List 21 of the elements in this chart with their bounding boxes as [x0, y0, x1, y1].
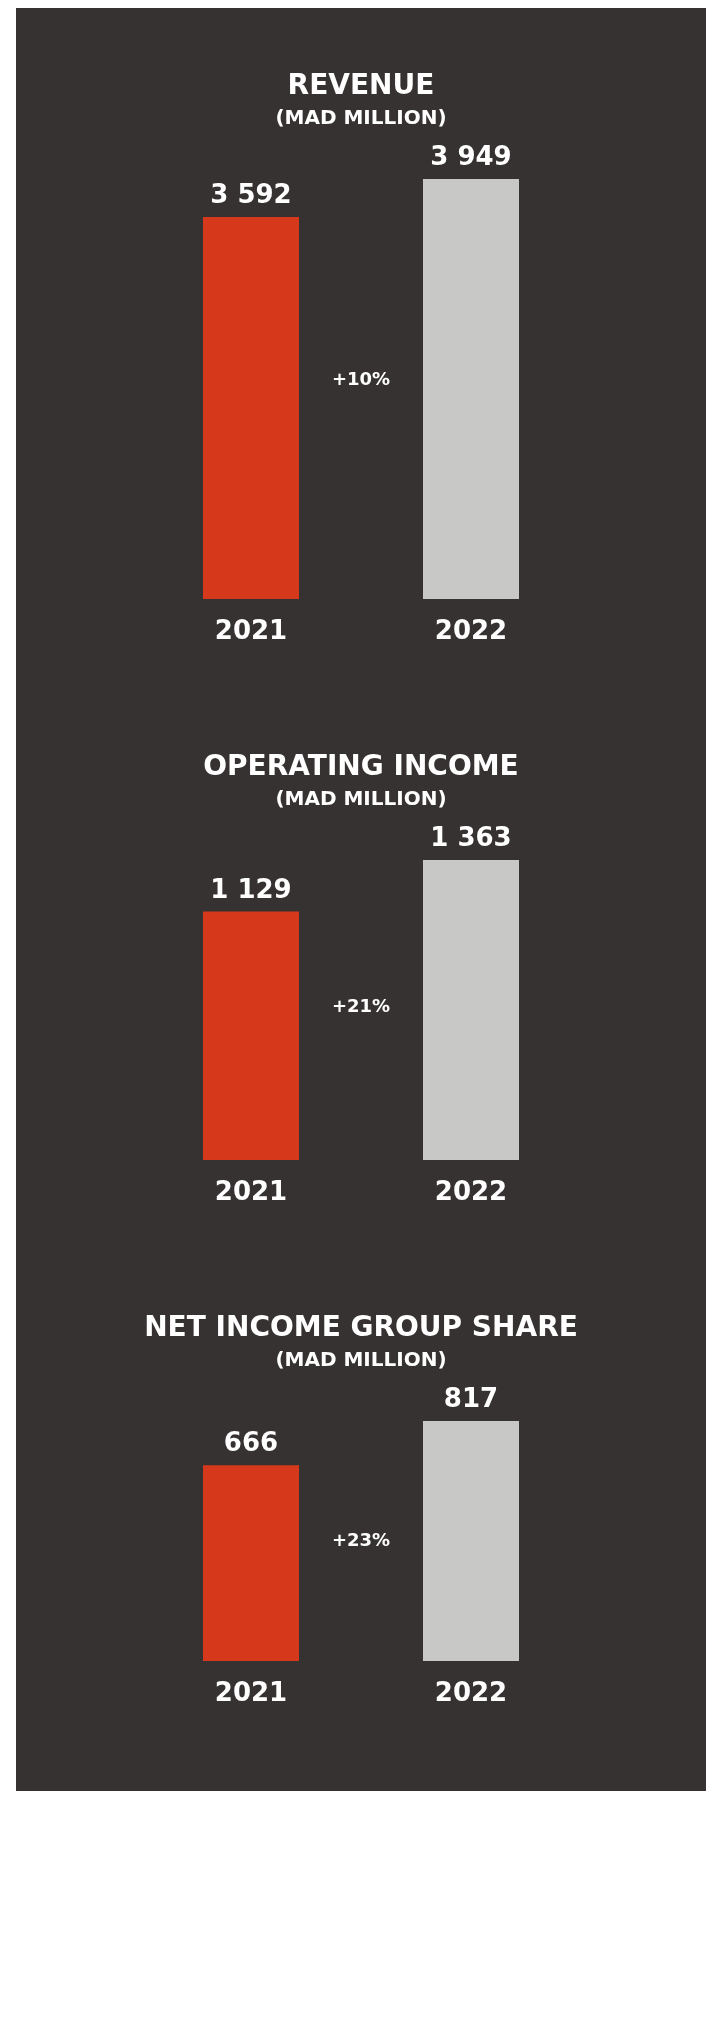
x-tick-label: 2022: [434, 1677, 508, 1708]
data-label: 3 949: [430, 141, 512, 171]
data-label: 1 129: [210, 873, 292, 904]
chart-title: OPERATING INCOME: [202, 749, 520, 782]
annotation: +21%: [330, 995, 392, 1016]
x-tick-label: 2022: [434, 1176, 508, 1207]
chart-subtitle: (MAD MILLION): [274, 786, 448, 810]
data-label: 1 363: [430, 822, 512, 852]
chart-subtitle: (MAD MILLION): [274, 105, 448, 129]
chart-title: NET INCOME GROUP SHARE: [143, 1310, 579, 1343]
x-tick-label: 2022: [434, 615, 508, 646]
chart-subtitle: (MAD MILLION): [274, 1347, 448, 1371]
annotation: +23%: [330, 1529, 392, 1550]
chart-title: REVENUE: [286, 68, 436, 101]
annotation: +10%: [330, 368, 392, 389]
data-label: 817: [443, 1383, 499, 1413]
x-tick-label: 2021: [214, 615, 288, 646]
data-label: 666: [223, 1427, 279, 1458]
x-tick-label: 2021: [214, 1176, 288, 1207]
x-tick-label: 2021: [214, 1677, 288, 1708]
data-label: 3 592: [210, 178, 292, 209]
